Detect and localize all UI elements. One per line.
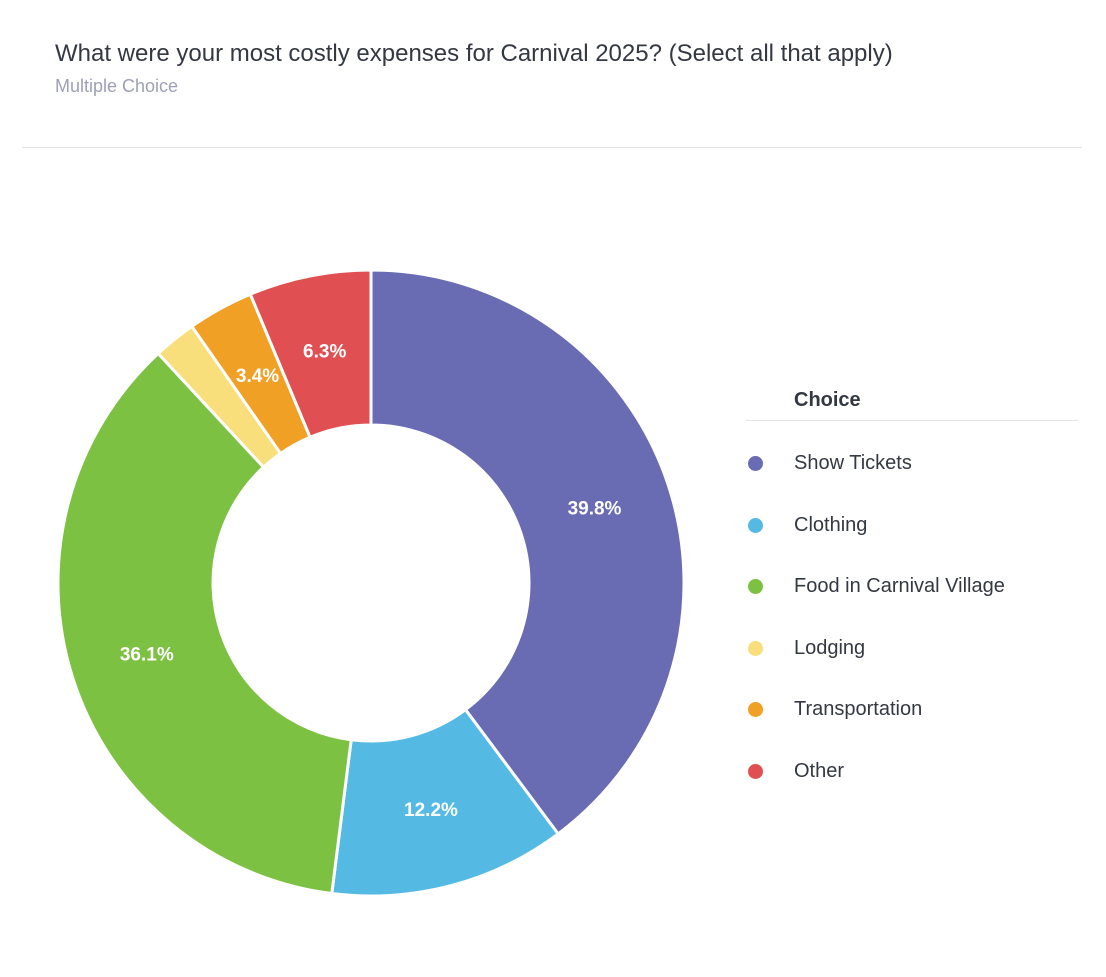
legend-label: Transportation [794,698,923,721]
slice-label-show-tickets: 39.8% [568,498,622,519]
legend-dot-icon [748,763,763,779]
legend-item-clothing[interactable]: Clothing [746,495,1078,557]
legend-header: Choice [746,380,1078,421]
question-header: What were your most costly expenses for … [55,38,1055,98]
legend-label: Food in Carnival Village [794,575,1005,598]
legend-item-lodging[interactable]: Lodging [746,618,1078,680]
slice-label-transportation: 3.4% [236,366,279,387]
slice-label-clothing: 12.2% [404,800,458,821]
legend-item-food-in-carnival-village[interactable]: Food in Carnival Village [746,556,1078,618]
slice-label-food-in-carnival-village: 36.1% [120,645,174,666]
question-title: What were your most costly expenses for … [55,40,893,67]
slice-clothing[interactable] [330,707,561,898]
legend-dot-icon [748,640,763,656]
legend-label: Clothing [794,513,868,536]
header-divider [22,147,1082,148]
legend-dot-icon [748,517,763,533]
legend-item-other[interactable]: Other [746,741,1078,803]
chart-legend: Choice Show Tickets Clothing Food in Carni… [746,380,1078,802]
legend-item-transportation[interactable]: Transportation [746,679,1078,741]
question-type: Multiple Choice [55,76,179,96]
donut-slices [56,268,686,898]
legend-dot-icon [748,579,763,595]
legend-label: Lodging [794,636,866,659]
legend-item-show-tickets[interactable]: Show Tickets [746,433,1078,495]
legend-label: Other [794,759,845,782]
legend-items: Show Tickets Clothing Food in Carnival Vil… [746,433,1078,802]
slice-show-tickets[interactable] [369,268,686,836]
slice-food-in-carnival-village[interactable] [56,351,353,896]
legend-dot-icon [748,702,763,718]
slice-label-other: 6.3% [303,342,346,363]
donut-slice-labels: 39.8% 12.2% 36.1% 3.4% 6.3% [120,342,622,822]
legend-label: Show Tickets [794,452,912,475]
slice-other[interactable] [248,268,373,440]
legend-dot-icon [748,456,763,472]
